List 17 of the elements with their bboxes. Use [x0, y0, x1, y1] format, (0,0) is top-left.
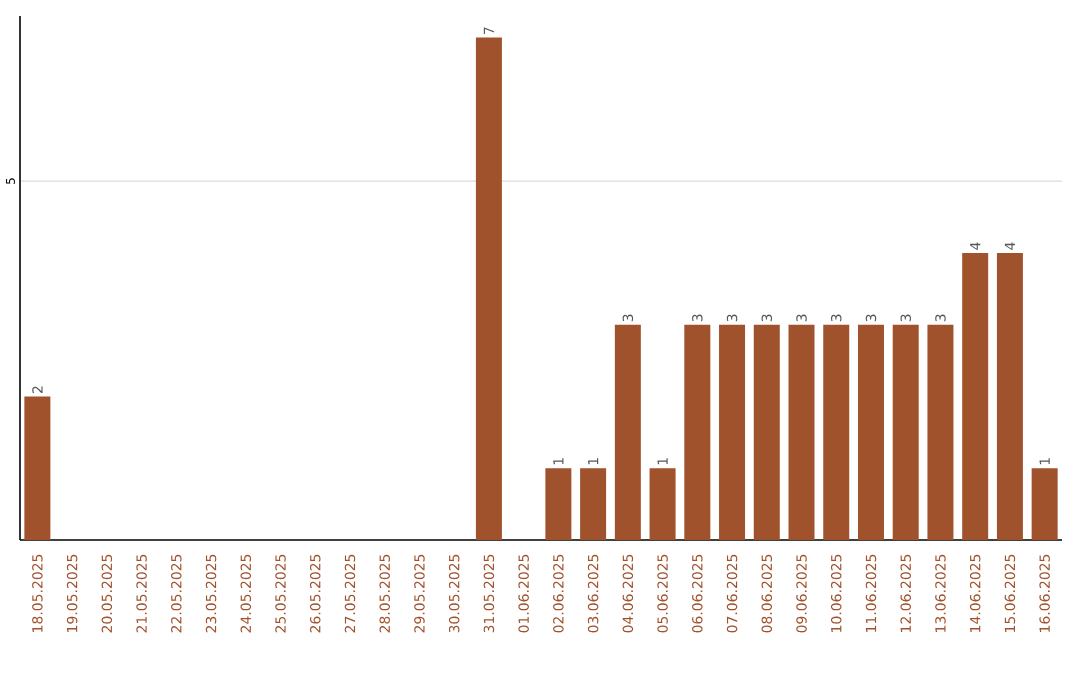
bar — [545, 468, 572, 540]
bar — [649, 468, 676, 540]
bar — [684, 324, 711, 540]
bar — [892, 324, 919, 540]
bar — [753, 324, 780, 540]
bar — [788, 324, 815, 540]
bar — [962, 252, 989, 540]
bar — [475, 37, 502, 540]
bar — [719, 324, 746, 540]
bar — [823, 324, 850, 540]
bar — [580, 468, 607, 540]
bar — [1031, 468, 1058, 540]
bar — [614, 324, 641, 540]
bar — [24, 396, 51, 540]
bar — [927, 324, 954, 540]
bar — [857, 324, 884, 540]
bar — [996, 252, 1023, 540]
